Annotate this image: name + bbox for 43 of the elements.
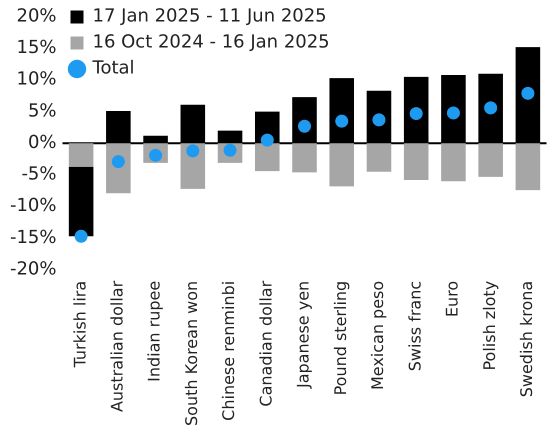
- legend-label: 17 Jan 2025 - 11 Jun 2025: [92, 6, 327, 27]
- y-tick-label: 0%: [28, 132, 57, 153]
- bar: [516, 143, 540, 190]
- legend-label: Total: [92, 58, 135, 79]
- point: [186, 144, 200, 158]
- x-tick-label: Australian dollar: [108, 280, 127, 412]
- point: [484, 101, 498, 114]
- x-tick-label: Chinese renminbi: [219, 280, 238, 421]
- x-tick-label: Canadian dollar: [256, 280, 276, 407]
- x-tick-label: Indian rupee: [144, 280, 164, 382]
- y-tick-label: -15%: [10, 226, 57, 248]
- bar: [366, 143, 392, 172]
- y-tick-label: -5%: [21, 164, 57, 185]
- bar: [292, 143, 317, 172]
- bar: [68, 166, 94, 236]
- y-tick-label: 5%: [28, 100, 57, 122]
- bar: [254, 143, 280, 172]
- x-tick-label: Turkish lira: [70, 280, 90, 368]
- x-tick-label: South Korean won: [182, 280, 201, 426]
- y-tick-label: 10%: [16, 68, 57, 90]
- y-tick-label: -20%: [10, 258, 57, 280]
- x-tick-label: Polish zloty: [480, 280, 499, 371]
- point: [74, 230, 88, 243]
- x-tick-label: Mexican peso: [368, 280, 388, 390]
- bar: [68, 143, 94, 167]
- y-tick-label: 20%: [16, 5, 57, 26]
- point: [521, 86, 534, 100]
- x-tick-label: Swiss franc: [405, 280, 424, 372]
- point: [335, 114, 348, 128]
- bar: [441, 143, 466, 182]
- bar: [329, 143, 354, 186]
- x-tick-label: Euro: [442, 280, 462, 318]
- bar: [478, 143, 503, 177]
- point: [410, 107, 423, 120]
- bar: [404, 143, 428, 180]
- point: [260, 134, 274, 147]
- x-tick-label: Pound sterling: [330, 280, 350, 396]
- y-tick-label: 15%: [16, 37, 57, 58]
- legend-label: 16 Oct 2024 - 16 Jan 2025: [92, 32, 330, 53]
- x-tick-label: Swedish krona: [517, 280, 536, 398]
- y-tick-label: -10%: [10, 195, 57, 216]
- x-tick-label: Japanese yen: [294, 280, 313, 389]
- point: [446, 106, 460, 120]
